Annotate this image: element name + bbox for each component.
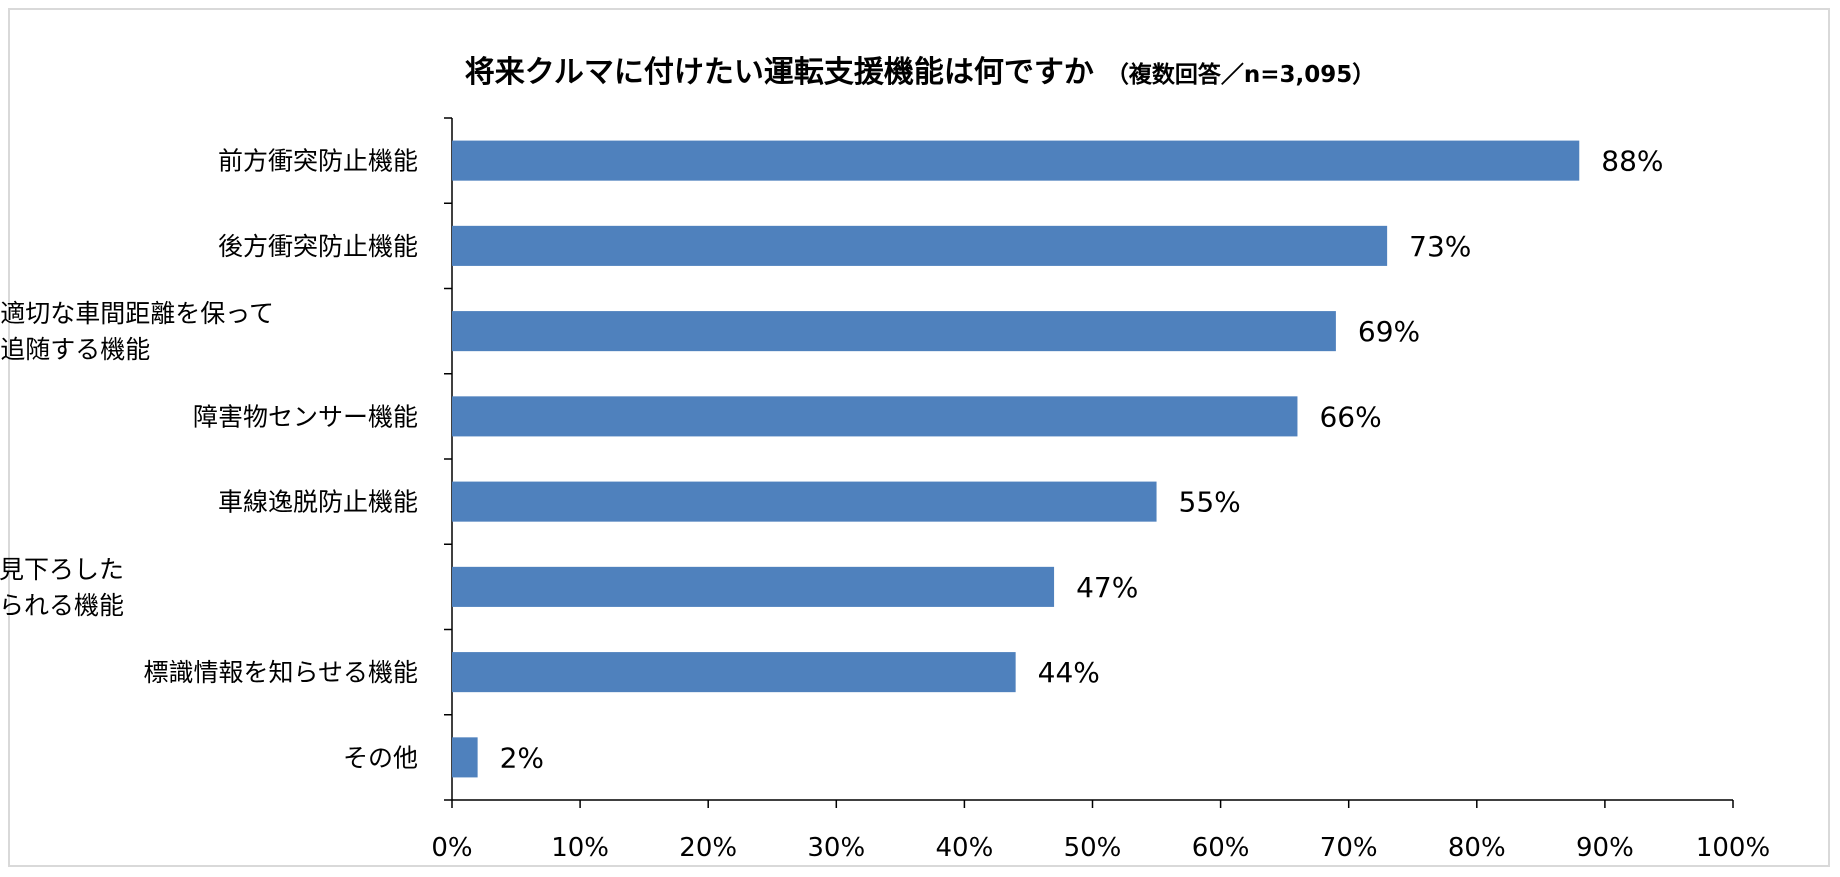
x-tick-label: 10% — [551, 833, 609, 863]
bar — [452, 652, 1016, 693]
x-tick-label: 0% — [431, 833, 472, 863]
chart-title: 将来クルマに付けたい運転支援機能は何ですか （複数回答／n=3,095） — [465, 55, 1376, 90]
data-label: 88% — [1601, 145, 1663, 178]
x-tick-label: 50% — [1064, 833, 1122, 863]
category-label-line: ような映像が見られる機能 — [0, 591, 124, 620]
bar — [452, 311, 1336, 352]
category-label: 前方衝突防止機能 — [218, 147, 418, 176]
x-tick-label: 20% — [679, 833, 737, 863]
bar — [452, 737, 478, 778]
bar — [452, 225, 1388, 266]
x-tick-label: 40% — [936, 833, 994, 863]
bar — [452, 566, 1055, 607]
category-label: 車線逸脱防止機能 — [218, 488, 418, 517]
category-label: 後方衝突防止機能 — [218, 232, 418, 261]
data-label: 44% — [1038, 656, 1100, 689]
data-label: 55% — [1179, 486, 1241, 519]
x-tick-label: 30% — [807, 833, 865, 863]
category-label-line: 適切な車間距離を保って — [0, 299, 274, 328]
x-tick-label: 60% — [1192, 833, 1250, 863]
bar — [452, 396, 1298, 437]
category-label: その他 — [343, 743, 418, 772]
plot-area: 0% 10% 20% 30% 40% 50% 60% 70% 80% 90% 100% 88% 前方衝突… — [0, 117, 1770, 863]
data-label: 69% — [1358, 315, 1420, 348]
chart-title-main: 将来クルマに付けたい運転支援機能は何ですか — [465, 55, 1094, 90]
x-tick-label: 80% — [1448, 833, 1506, 863]
category-label: 適切な車間距離を保って追随する機能 — [0, 299, 274, 364]
category-label-line: 標識情報を知らせる機能 — [143, 658, 418, 687]
data-label: 66% — [1319, 400, 1381, 433]
data-label: 73% — [1409, 230, 1471, 263]
bar — [452, 481, 1157, 522]
category-label-line: その他 — [343, 743, 418, 772]
bar — [452, 140, 1580, 181]
chart-subtitle: （複数回答／n=3,095） — [1106, 61, 1375, 88]
data-label: 2% — [500, 741, 544, 774]
category-label-line: 障害物センサー機能 — [193, 402, 418, 431]
category-label: 標識情報を知らせる機能 — [143, 658, 418, 687]
category-label: 障害物センサー機能 — [193, 402, 418, 431]
category-label-line: 車線逸脱防止機能 — [218, 488, 418, 517]
data-label: 47% — [1076, 571, 1138, 604]
x-tick-label: 70% — [1320, 833, 1378, 863]
category-label: 車両を上空から見下ろしたような映像が見られる機能 — [0, 555, 124, 620]
x-tick-label: 100% — [1696, 833, 1770, 863]
category-label-line: 前方衝突防止機能 — [218, 147, 418, 176]
x-tick-label: 90% — [1576, 833, 1634, 863]
category-label-line: 後方衝突防止機能 — [218, 232, 418, 261]
category-label-line: 車両を上空から見下ろした — [0, 555, 124, 584]
category-label-line: 追随する機能 — [0, 335, 150, 364]
